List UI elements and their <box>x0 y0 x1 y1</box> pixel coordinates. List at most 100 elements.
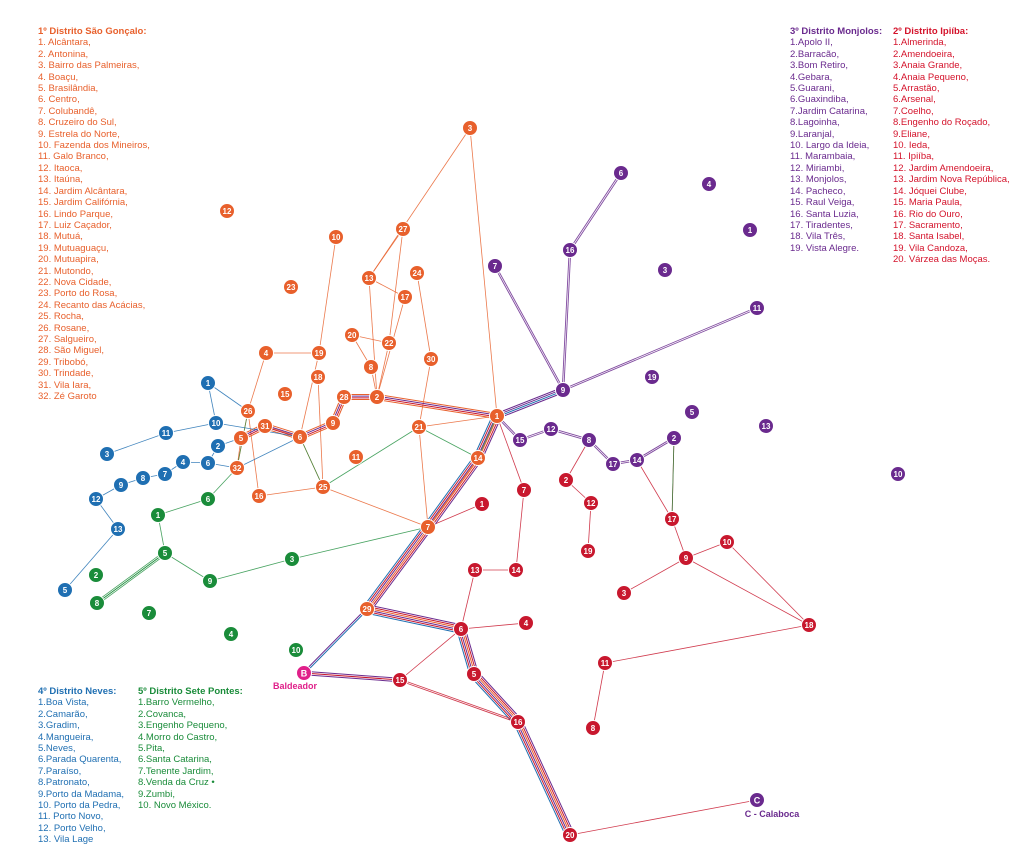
legend-item: 15. Maria Paula, <box>893 197 963 209</box>
node-number: 12 <box>587 499 596 508</box>
district-node: 6 <box>200 491 216 507</box>
node-circle <box>208 415 224 431</box>
district-node: 1 <box>742 222 758 238</box>
node-number: 9 <box>119 481 124 490</box>
node-number: 19 <box>584 547 593 556</box>
connection-line <box>563 308 758 392</box>
legend-item: 12. Jardim Amendoeira, <box>893 162 994 174</box>
node-circle <box>742 222 758 238</box>
node-circle <box>758 418 774 434</box>
district-node: 15 <box>392 672 408 688</box>
node-number: 10 <box>723 538 732 547</box>
legend-item: 18. Santa Isabel, <box>893 231 965 243</box>
node-label: C - Calaboca <box>745 809 801 819</box>
trunk-line <box>304 609 368 674</box>
legend-item: 9.Zumbi, <box>138 788 175 800</box>
node-circle <box>801 617 817 633</box>
node-circle <box>88 567 104 583</box>
node-number: 12 <box>92 495 101 504</box>
trunk-line <box>376 397 497 418</box>
trunk-line <box>458 629 473 675</box>
district-node: 14 <box>470 450 486 466</box>
node-number: 30 <box>427 355 436 364</box>
node-number: 9 <box>684 554 689 563</box>
legend-neves: 4º Distrito Neves: 1.Boa Vista, 2.Camarão… <box>38 686 124 846</box>
district-node: 2 <box>666 430 682 446</box>
trunk-line <box>481 417 502 460</box>
node-circle <box>135 470 151 486</box>
legend-item: 10. Porto da Pedra, <box>38 800 121 812</box>
connection-line <box>418 358 432 428</box>
node-circle <box>605 456 621 472</box>
node-number: 5 <box>690 408 695 417</box>
node-number: 25 <box>319 483 328 492</box>
node-circle <box>462 120 478 136</box>
node-circle <box>466 666 482 682</box>
node-number: 2 <box>216 442 221 451</box>
district-node: 3 <box>616 585 632 601</box>
legend-item: 7.Jardim Catarina, <box>790 105 868 117</box>
trunk-line <box>377 395 498 416</box>
node-circle <box>395 221 411 237</box>
node-circle <box>328 229 344 245</box>
legend-item: 6.Santa Catarina, <box>138 754 212 766</box>
trunk-line <box>364 525 427 608</box>
legend-item: 18. Mutuá, <box>38 231 83 243</box>
node-circle <box>518 615 534 631</box>
node-number: 32 <box>233 464 242 473</box>
node-circle <box>470 450 486 466</box>
node-circle <box>381 335 397 351</box>
trunk-line <box>521 720 575 834</box>
node-circle <box>348 449 364 465</box>
legend-item: 8.Venda da Cruz • <box>138 777 215 789</box>
node-number: 2 <box>672 434 677 443</box>
node-circle <box>597 655 613 671</box>
trunk-line <box>303 608 367 673</box>
district-node: 11 <box>158 425 174 441</box>
node-circle <box>890 466 906 482</box>
node-circle <box>616 585 632 601</box>
node-number: 8 <box>141 474 146 483</box>
node-number: 2 <box>94 571 99 580</box>
connection-line <box>368 228 404 279</box>
district-node: 12 <box>219 203 235 219</box>
node-label: Baldeador <box>273 681 318 691</box>
district-node: 5 <box>233 430 249 446</box>
node-number: 14 <box>474 454 483 463</box>
node-number: 3 <box>105 450 110 459</box>
node-circle <box>296 665 312 681</box>
trunk-line <box>424 455 475 525</box>
node-circle <box>88 491 104 507</box>
district-node: 20 <box>344 327 360 343</box>
legend-item: 4.Gebara, <box>790 71 833 83</box>
node-letter: C <box>754 796 761 806</box>
district-node: 1 <box>489 408 505 424</box>
district-node: 13 <box>110 521 126 537</box>
connection-line <box>322 486 429 528</box>
legend-title: 1º Distrito São Gonçalo: <box>38 26 147 37</box>
trunk-line <box>426 457 478 527</box>
legend-item: 5.Neves, <box>38 743 76 755</box>
district-node: 2 <box>558 472 574 488</box>
legend-item: 16. Lindo Parque, <box>38 208 114 220</box>
connection-line <box>299 436 324 488</box>
legend-item: 13. Itaúna, <box>38 174 83 186</box>
node-circle <box>629 452 645 468</box>
district-node: 1 <box>150 507 166 523</box>
connection-line <box>515 489 525 571</box>
node-circle <box>113 477 129 493</box>
node-circle <box>157 545 173 561</box>
district-node: 1 <box>474 496 490 512</box>
district-node: 23 <box>283 279 299 295</box>
legend-item: 10. Fazenda dos Mineiros, <box>38 140 150 152</box>
node-circle <box>89 595 105 611</box>
legend-item: 21. Mutondo, <box>38 265 94 277</box>
node-number: 13 <box>114 525 123 534</box>
trunk-line <box>479 416 500 460</box>
trunk-line <box>377 393 498 414</box>
node-number: 16 <box>255 492 264 501</box>
legend-item: 10. Novo México. <box>138 800 212 812</box>
legend-item: 28. São Miguel, <box>38 345 105 357</box>
node-number: 10 <box>212 419 221 428</box>
legend-item: 9.Eliane, <box>893 128 930 140</box>
